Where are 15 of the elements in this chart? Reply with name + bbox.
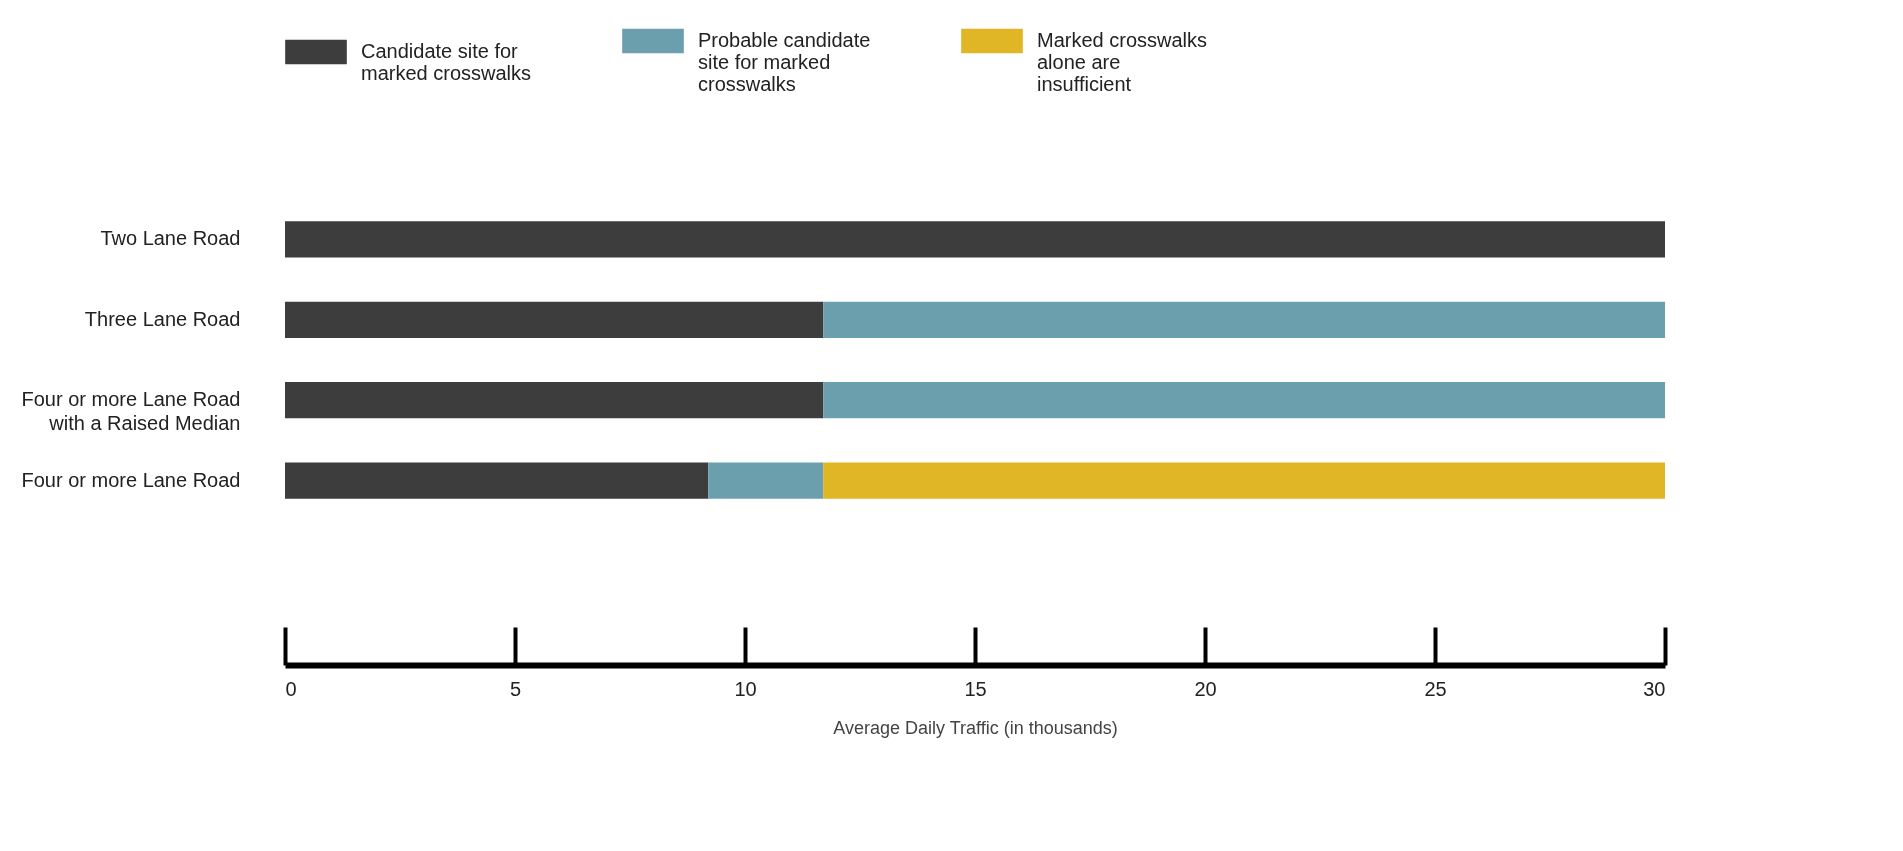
legend-label: Probable candidate site for marked crosswalks: [698, 29, 871, 95]
legend-label: Candidate site for marked crosswalks: [361, 40, 532, 84]
x-tick-label: 10: [734, 677, 757, 700]
x-tick-label: 20: [1194, 677, 1217, 700]
x-tick-label: 30: [1643, 677, 1666, 700]
x-tick-label: 5: [509, 677, 522, 700]
x-tick-label: 15: [964, 677, 987, 700]
y-tick-label: Four or more Lane Road with a Raised Median: [21, 388, 241, 435]
y-tick-label: Two Lane Road: [100, 227, 241, 250]
x-tick-label: 25: [1424, 677, 1447, 700]
y-tick-label: Three Lane Road: [84, 307, 241, 330]
x-axis-title: Average Daily Traffic (in thousands): [833, 717, 1118, 738]
y-tick-label: Four or more Lane Road: [21, 468, 241, 491]
x-tick-label: 0: [285, 677, 297, 700]
legend-label: Marked crosswalks alone are insufficient: [1037, 29, 1208, 95]
